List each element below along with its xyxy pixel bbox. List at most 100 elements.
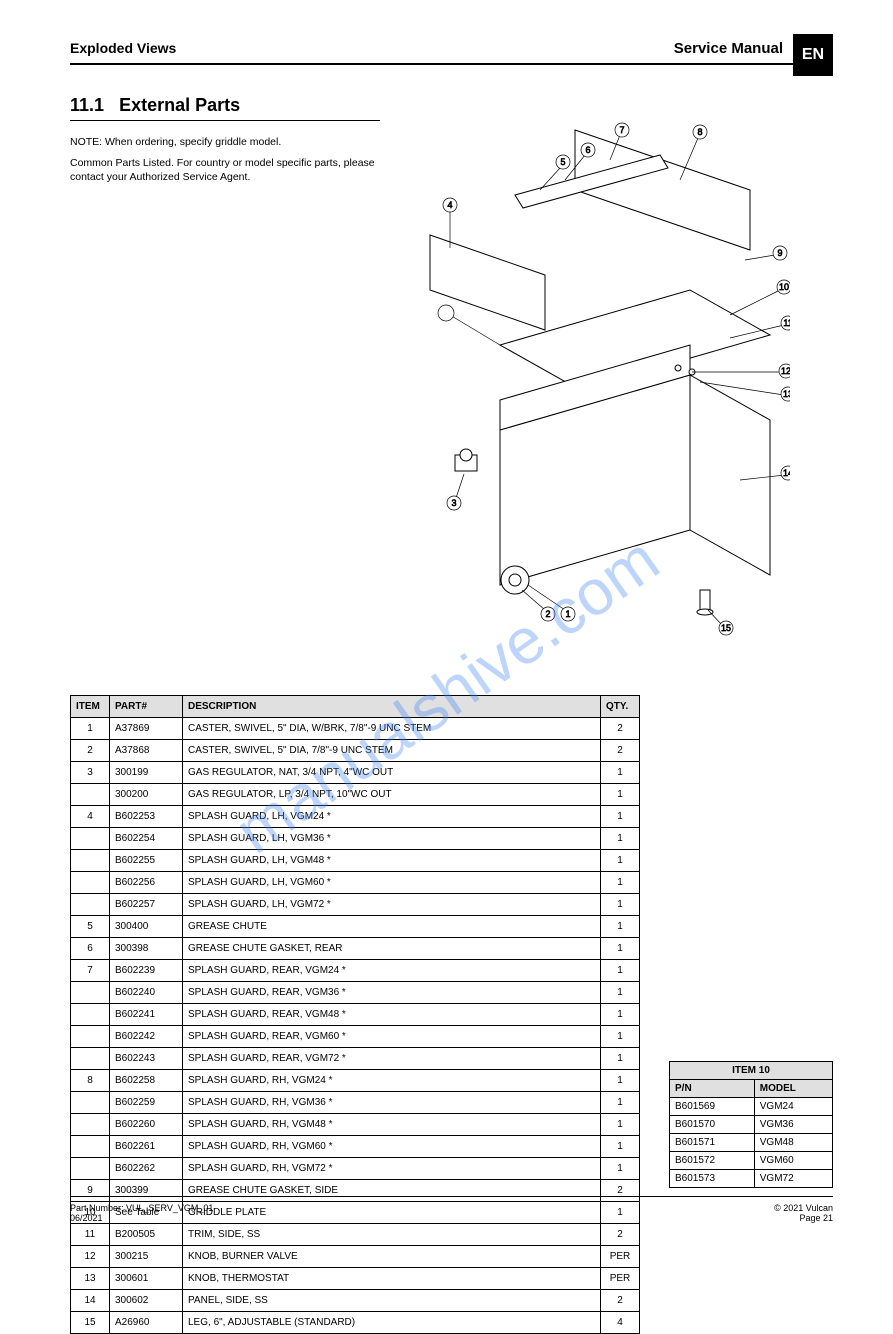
table-cell: 300398 [110, 938, 183, 960]
table-row: B602254SPLASH GUARD, LH, VGM36 *1 [71, 828, 640, 850]
table-cell: 1 [71, 718, 110, 740]
table-row: 6300398GREASE CHUTE GASKET, REAR1 [71, 938, 640, 960]
col-desc: DESCRIPTION [183, 696, 601, 718]
table-cell: 3 [71, 762, 110, 784]
table-cell: 1 [601, 828, 640, 850]
table-cell: B602256 [110, 872, 183, 894]
intro-text: NOTE: When ordering, specify griddle mod… [70, 135, 390, 185]
table-cell: 300400 [110, 916, 183, 938]
table-cell: CASTER, SWIVEL, 5" DIA, W/BRK, 7/8"-9 UN… [183, 718, 601, 740]
table-cell: SPLASH GUARD, RH, VGM60 * [183, 1136, 601, 1158]
table-row: 300200GAS REGULATOR, LP, 3/4 NPT, 10"WC … [71, 784, 640, 806]
table-cell: 300602 [110, 1290, 183, 1312]
parts-table: ITEM PART# DESCRIPTION QTY. 1A37869CASTE… [70, 695, 640, 1334]
table-cell: CASTER, SWIVEL, 5" DIA, 7/8"-9 UNC STEM [183, 740, 601, 762]
table-cell: PER [601, 1246, 640, 1268]
table-cell: 2 [601, 1290, 640, 1312]
table-cell: B602254 [110, 828, 183, 850]
table-cell: B601571 [670, 1134, 755, 1152]
table-cell [71, 1158, 110, 1180]
legend-table-body: B601569VGM24B601570VGM36B601571VGM48B601… [670, 1098, 833, 1188]
table-cell: 14 [71, 1290, 110, 1312]
col-qty: QTY. [601, 696, 640, 718]
table-cell: SPLASH GUARD, REAR, VGM24 * [183, 960, 601, 982]
table-cell: 1 [601, 938, 640, 960]
table-cell: 1 [601, 1136, 640, 1158]
table-cell: 1 [601, 1114, 640, 1136]
table-cell: SPLASH GUARD, LH, VGM48 * [183, 850, 601, 872]
table-cell: B200505 [110, 1224, 183, 1246]
table-row: B601573VGM72 [670, 1170, 833, 1188]
table-cell: 300200 [110, 784, 183, 806]
table-cell: VGM72 [754, 1170, 832, 1188]
table-cell: 13 [71, 1268, 110, 1290]
table-cell [71, 1026, 110, 1048]
table-cell: SPLASH GUARD, REAR, VGM72 * [183, 1048, 601, 1070]
table-row: B602240SPLASH GUARD, REAR, VGM36 *1 [71, 982, 640, 1004]
table-cell: A37869 [110, 718, 183, 740]
table-row: 12300215KNOB, BURNER VALVEPER [71, 1246, 640, 1268]
callout-8: 8 [697, 127, 702, 137]
callout-14: 14 [783, 468, 790, 478]
table-cell: LEG, 6", ADJUSTABLE (STANDARD) [183, 1312, 601, 1334]
callout-4: 4 [447, 200, 452, 210]
table-cell [71, 850, 110, 872]
table-row: 13300601KNOB, THERMOSTATPER [71, 1268, 640, 1290]
legend-table: ITEM 10 P/N MODEL B601569VGM24B601570VGM… [669, 1061, 833, 1188]
table-row: 2A37868CASTER, SWIVEL, 5" DIA, 7/8"-9 UN… [71, 740, 640, 762]
intro-note-1: NOTE: When ordering, specify griddle mod… [70, 135, 390, 150]
table-cell [71, 894, 110, 916]
table-cell: SPLASH GUARD, RH, VGM36 * [183, 1092, 601, 1114]
table-cell: PER [601, 1268, 640, 1290]
table-row: B602259SPLASH GUARD, RH, VGM36 *1 [71, 1092, 640, 1114]
callout-15: 15 [721, 623, 731, 633]
table-row: B602242SPLASH GUARD, REAR, VGM60 *1 [71, 1026, 640, 1048]
callout-9: 9 [777, 248, 782, 258]
table-row: 3300199GAS REGULATOR, NAT, 3/4 NPT, 4"WC… [71, 762, 640, 784]
table-cell: SPLASH GUARD, LH, VGM24 * [183, 806, 601, 828]
table-cell: 300199 [110, 762, 183, 784]
table-cell: SPLASH GUARD, LH, VGM72 * [183, 894, 601, 916]
table-cell [71, 784, 110, 806]
header-right: Service Manual [427, 40, 834, 57]
table-cell: SPLASH GUARD, RH, VGM24 * [183, 1070, 601, 1092]
table-row: B602256SPLASH GUARD, LH, VGM60 *1 [71, 872, 640, 894]
table-cell [71, 872, 110, 894]
footer-left: Part Number: VUL_SERV_VGM_01 06/2021 [70, 1203, 213, 1223]
section-name: External Parts [119, 95, 240, 115]
table-cell: GAS REGULATOR, NAT, 3/4 NPT, 4"WC OUT [183, 762, 601, 784]
table-row: 5300400GREASE CHUTE1 [71, 916, 640, 938]
table-row: B601570VGM36 [670, 1116, 833, 1134]
callout-11: 11 [783, 318, 790, 328]
table-cell: 1 [601, 850, 640, 872]
callout-10: 10 [779, 282, 789, 292]
table-cell: A26960 [110, 1312, 183, 1334]
table-row: 11B200505TRIM, SIDE, SS2 [71, 1224, 640, 1246]
table-cell: SPLASH GUARD, RH, VGM72 * [183, 1158, 601, 1180]
table-cell: 1 [601, 1070, 640, 1092]
table-cell: 1 [601, 1026, 640, 1048]
table-cell [71, 1136, 110, 1158]
table-cell: 7 [71, 960, 110, 982]
table-row: 4B602253SPLASH GUARD, LH, VGM24 *1 [71, 806, 640, 828]
table-cell [71, 1048, 110, 1070]
table-cell: 11 [71, 1224, 110, 1246]
table-cell: B601573 [670, 1170, 755, 1188]
table-cell: B601569 [670, 1098, 755, 1116]
table-cell: 1 [601, 1092, 640, 1114]
footer-copyright: © 2021 Vulcan [774, 1203, 833, 1213]
table-row: B602262SPLASH GUARD, RH, VGM72 *1 [71, 1158, 640, 1180]
table-row: B602241SPLASH GUARD, REAR, VGM48 *1 [71, 1004, 640, 1026]
table-cell [71, 1004, 110, 1026]
table-cell: 1 [601, 960, 640, 982]
section-underline [70, 120, 380, 121]
table-cell: GAS REGULATOR, LP, 3/4 NPT, 10"WC OUT [183, 784, 601, 806]
table-cell: B602253 [110, 806, 183, 828]
table-cell: 1 [601, 1004, 640, 1026]
intro-note-2: Common Parts Listed. For country or mode… [70, 156, 390, 185]
table-row: 15A26960LEG, 6", ADJUSTABLE (STANDARD)4 [71, 1312, 640, 1334]
section-number: 11.1 [70, 95, 104, 115]
table-row: 7B602239SPLASH GUARD, REAR, VGM24 *1 [71, 960, 640, 982]
table-cell: SPLASH GUARD, REAR, VGM48 * [183, 1004, 601, 1026]
callout-5: 5 [560, 157, 565, 167]
